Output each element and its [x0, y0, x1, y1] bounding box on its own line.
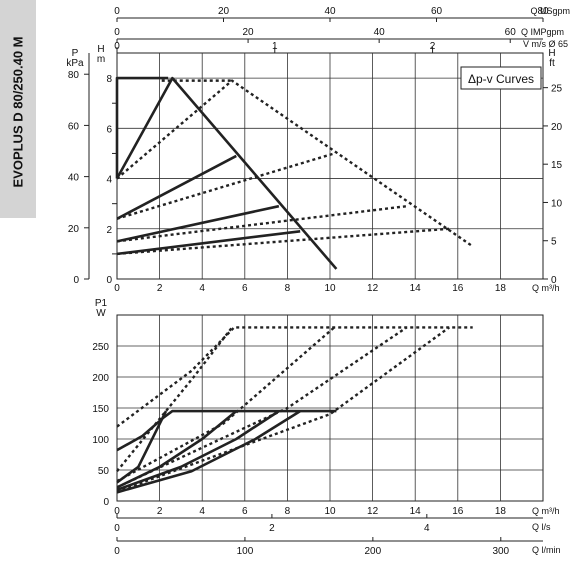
bottom-dotted-curve	[116, 326, 450, 493]
top-solid-curve	[116, 204, 280, 243]
bottom-y-tick-label: 50	[98, 466, 110, 477]
secondary-tick-label: 40	[324, 6, 336, 17]
top-x-tick-label: 0	[114, 283, 120, 294]
secondary-tick-label: 20	[243, 27, 255, 38]
top-y-tick-m: 4	[106, 175, 112, 186]
annotation-box	[460, 66, 542, 90]
top-y-tick-ft: 20	[551, 122, 563, 133]
lmin-label: Q l/min	[532, 545, 561, 555]
top-x-tick-label: 16	[452, 283, 464, 294]
bottom-dotted-curve	[116, 326, 408, 489]
top-y-tick-ft: 15	[551, 160, 563, 171]
bottom-x-tick-label: 2	[157, 506, 163, 517]
top-y-tick-m: 0	[106, 275, 112, 286]
top-solid-curve	[115, 76, 338, 270]
usgpm-label: Q USgpm	[530, 6, 570, 16]
bottom-secondary-tick-label: 300	[492, 546, 509, 557]
kpa-axis-label: kPa	[66, 58, 84, 69]
kpa-axis-label: P	[72, 48, 79, 59]
top-x-tick-label: 10	[324, 283, 336, 294]
secondary-tick-label: 60	[431, 6, 443, 17]
top-y-tick-m: 8	[106, 74, 112, 85]
bottom-x-tick-label: 18	[495, 506, 507, 517]
bottom-x-tick-label: 4	[199, 506, 205, 517]
top-x-tick-label: 6	[242, 283, 248, 294]
bottom-solid-curve	[116, 410, 280, 492]
top-x-tick-label: 18	[495, 283, 507, 294]
top-y-tick-ft: 0	[551, 275, 557, 286]
ls-label: Q l/s	[532, 522, 551, 532]
bottom-dotted-curve	[116, 326, 336, 483]
top-x-tick-label: 8	[285, 283, 291, 294]
top-y-tick-ft: 25	[551, 84, 563, 95]
bottom-secondary-tick-label: 200	[365, 546, 382, 557]
top-x-tick-label: 2	[157, 283, 163, 294]
bottom-secondary-tick-label: 2	[269, 523, 275, 534]
top-dotted-curve	[116, 204, 407, 243]
top-dotted-curve	[116, 152, 335, 220]
ft-axis-label: H	[548, 48, 555, 59]
bottom-x-tick-label: 16	[452, 506, 464, 517]
top-solid-curve	[115, 76, 169, 179]
bottom-y-axis-label: W	[96, 308, 106, 319]
secondary-tick-label: 0	[114, 41, 120, 52]
top-y-tick-m: 6	[106, 124, 112, 135]
secondary-tick-label: 80	[537, 6, 549, 17]
m-axis-label: H	[97, 44, 104, 55]
secondary-tick-label: 40	[374, 27, 386, 38]
secondary-tick-label: 0	[114, 27, 120, 38]
top-y-tick-kpa: 60	[68, 121, 80, 132]
secondary-tick-label: 60	[505, 27, 517, 38]
bottom-y-axis-label: P1	[95, 298, 108, 309]
impgpm-label: Q IMPgpm	[521, 27, 564, 37]
top-solid-curve	[116, 229, 301, 256]
secondary-tick-label: 2	[430, 41, 436, 52]
bottom-solid-curve	[116, 409, 301, 494]
bottom-secondary-tick-label: 100	[237, 546, 254, 557]
top-dotted-curve	[116, 79, 474, 248]
bottom-x-tick-label: 8	[285, 506, 291, 517]
sidebar-title-panel: EVOPLUS D 80/250.40 M	[0, 0, 36, 218]
top-x-tick-label: 12	[367, 283, 379, 294]
bottom-x-tick-label: 12	[367, 506, 379, 517]
top-solid-curve	[116, 154, 237, 220]
top-x-axis-label: Q m³/h	[532, 283, 560, 293]
velocity-label: V m/s Ø 65	[523, 39, 568, 49]
top-y-tick-kpa: 80	[68, 70, 80, 81]
secondary-tick-label: 1	[272, 41, 278, 52]
top-x-tick-label: 14	[410, 283, 422, 294]
secondary-tick-label: 20	[218, 6, 230, 17]
bottom-secondary-tick-label: 0	[114, 523, 120, 534]
top-y-tick-ft: 5	[551, 237, 557, 248]
top-x-tick-label: 4	[199, 283, 205, 294]
bottom-y-tick-label: 0	[103, 497, 109, 508]
bottom-x-axis-label: Q m³/h	[532, 506, 560, 516]
top-dotted-curve	[116, 227, 450, 256]
bottom-y-tick-label: 100	[92, 435, 109, 446]
bottom-x-tick-label: 0	[114, 506, 120, 517]
bottom-x-tick-label: 6	[242, 506, 248, 517]
top-y-tick-kpa: 40	[68, 173, 80, 184]
bottom-y-tick-label: 250	[92, 342, 109, 353]
bottom-dotted-curve	[116, 326, 233, 472]
bottom-secondary-tick-label: 4	[424, 523, 430, 534]
bottom-x-tick-label: 14	[410, 506, 422, 517]
bottom-y-tick-label: 150	[92, 404, 109, 415]
annotation-text: Δp-v Curves	[468, 72, 534, 86]
top-y-tick-kpa: 0	[73, 275, 79, 286]
bottom-x-tick-label: 10	[324, 506, 336, 517]
bottom-secondary-tick-label: 0	[114, 546, 120, 557]
top-y-tick-ft: 10	[551, 198, 563, 209]
bottom-y-tick-label: 200	[92, 373, 109, 384]
top-y-tick-m: 2	[106, 225, 112, 236]
secondary-tick-label: 0	[114, 6, 120, 17]
ft-axis-label: ft	[549, 58, 555, 69]
m-axis-label: m	[97, 54, 105, 65]
top-y-tick-kpa: 20	[68, 224, 80, 235]
